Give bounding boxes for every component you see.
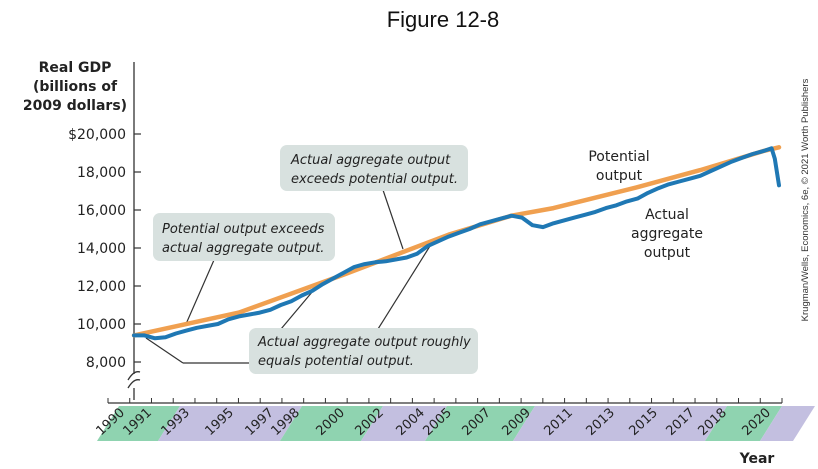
callout-box: Actual aggregate output exceeds potential… xyxy=(280,145,468,191)
y-tick-label: $20,000 xyxy=(68,127,126,143)
y-axis-label-line: Real GDP xyxy=(39,60,112,76)
series-label-line: output xyxy=(596,168,643,184)
callout-text-line: actual aggregate output. xyxy=(162,241,324,256)
year-band xyxy=(425,406,535,441)
callout-leader-line xyxy=(377,245,431,330)
series-lines xyxy=(131,145,782,341)
y-tick-label: 12,000 xyxy=(77,279,126,295)
callout-text-line: Actual aggregate output xyxy=(290,153,451,168)
callout-leaders xyxy=(145,189,431,364)
callout-box: Potential output exceeds actual aggregate… xyxy=(153,213,335,261)
y-tick-label: 8,000 xyxy=(86,355,126,371)
y-tick-label: 10,000 xyxy=(77,317,126,333)
y-tick-label: 18,000 xyxy=(77,165,126,181)
series-label-line: Actual xyxy=(645,207,689,223)
callout-background xyxy=(249,328,478,374)
callout-text-line: equals potential output. xyxy=(258,354,414,369)
year-bands xyxy=(97,398,815,441)
axis-break-mark xyxy=(127,371,141,381)
year-band xyxy=(158,406,302,441)
year-band xyxy=(280,406,383,441)
callout-background xyxy=(153,213,335,261)
actual-output-line xyxy=(132,146,781,341)
year-band xyxy=(705,406,782,441)
callout-background xyxy=(280,145,468,191)
callout-text-line: Actual aggregate output roughly xyxy=(257,335,471,350)
callouts: Actual aggregate output exceeds potential… xyxy=(153,145,478,374)
callout-leader-line xyxy=(185,259,215,325)
axis-break-mark xyxy=(127,379,141,389)
x-axis-label: Year xyxy=(739,451,775,467)
figure-title: Figure 12-8 xyxy=(387,7,500,32)
year-band xyxy=(97,406,180,441)
series-label-line: output xyxy=(644,245,691,261)
credit-text: Krugman/Wells, Economics, 6e, © 2021 Wor… xyxy=(800,78,811,321)
y-tick-label: 16,000 xyxy=(77,203,126,219)
callout-box: Actual aggregate output roughly equals po… xyxy=(249,328,478,374)
year-band xyxy=(760,406,815,441)
y-tick-label: 14,000 xyxy=(77,241,126,257)
callout-leader-line xyxy=(382,189,404,250)
year-band xyxy=(361,406,447,441)
y-axis-label-line: 2009 dollars) xyxy=(23,98,127,114)
series-label-line: aggregate xyxy=(631,226,703,242)
y-axis: $20,000 18,000 16,000 14,000 12,000 10,000 8,0… xyxy=(68,62,141,400)
callout-text-line: exceeds potential output. xyxy=(291,172,458,187)
callout-text-line: Potential output exceeds xyxy=(162,222,325,237)
y-axis-label: Real GDP (billions of 2009 dollars) xyxy=(23,60,127,114)
series-labels: Potential output Actual aggregate output xyxy=(588,149,703,261)
callout-leader-line xyxy=(145,337,184,364)
year-band xyxy=(513,406,727,441)
series-label-line: Potential xyxy=(588,149,649,165)
y-axis-label-line: (billions of xyxy=(33,79,118,95)
